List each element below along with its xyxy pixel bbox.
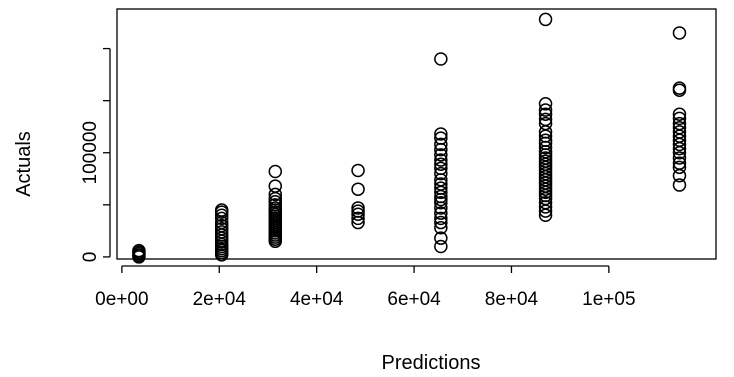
data-point <box>434 181 448 195</box>
data-point <box>434 161 448 176</box>
data-points <box>132 12 687 264</box>
y-tick-label: 100000 <box>80 121 101 184</box>
data-point <box>672 111 687 126</box>
data-point <box>214 211 229 226</box>
plot-area-box <box>116 8 717 260</box>
data-point <box>434 215 448 230</box>
data-point <box>351 211 365 226</box>
data-point <box>434 127 448 141</box>
x-tick-label: 2e+04 <box>193 289 247 310</box>
data-point <box>434 192 448 207</box>
data-point <box>538 116 553 131</box>
data-point <box>672 116 687 131</box>
data-point <box>434 153 448 167</box>
data-point <box>132 243 146 258</box>
x-tick-label: 0e+00 <box>95 289 148 310</box>
data-point <box>214 218 229 233</box>
data-point <box>672 125 687 139</box>
data-point <box>538 133 553 147</box>
data-point <box>434 177 448 191</box>
data-point <box>351 207 365 221</box>
data-point <box>672 107 687 121</box>
data-point <box>434 137 448 152</box>
y-tick-label: 0 <box>80 252 101 263</box>
data-point <box>268 179 283 193</box>
data-point <box>672 121 687 135</box>
data-point <box>672 151 687 165</box>
data-point <box>434 131 448 145</box>
data-point <box>538 151 553 165</box>
data-point <box>268 201 283 215</box>
data-point <box>538 112 553 127</box>
data-point <box>434 196 448 210</box>
data-point <box>434 206 448 220</box>
data-point <box>434 211 448 226</box>
data-point <box>672 160 687 175</box>
data-point <box>434 157 448 171</box>
x-tick-label: 1e+05 <box>582 289 635 310</box>
data-point <box>214 203 229 217</box>
y-axis-title: Actuals <box>13 131 35 197</box>
data-point <box>672 156 687 170</box>
data-point <box>538 154 553 168</box>
data-point <box>214 208 229 222</box>
data-point <box>672 81 687 95</box>
data-point <box>434 231 448 245</box>
data-point <box>538 97 553 111</box>
x-tick-label: 8e+04 <box>485 289 539 310</box>
data-point <box>434 221 448 235</box>
data-point <box>434 148 448 162</box>
data-point <box>538 107 553 121</box>
y-axis: 0 100000 <box>80 47 111 263</box>
data-point <box>538 196 553 210</box>
data-point <box>351 204 365 218</box>
data-point <box>538 12 553 27</box>
data-point <box>214 225 229 239</box>
data-point <box>268 198 283 212</box>
data-point <box>268 164 283 179</box>
data-point <box>672 26 687 40</box>
data-point <box>538 103 553 117</box>
data-point <box>214 222 229 236</box>
x-axis-title: Predictions <box>382 352 481 374</box>
data-point <box>434 166 448 181</box>
x-axis: 0e+00 2e+04 4e+04 6e+04 8e+04 1e+05 <box>95 265 636 310</box>
data-point <box>434 239 448 254</box>
data-point <box>434 52 448 66</box>
data-point <box>351 182 365 196</box>
data-point <box>672 178 687 192</box>
data-point <box>268 194 283 209</box>
data-point <box>351 163 365 178</box>
data-point <box>351 201 365 215</box>
x-tick-label: 6e+04 <box>387 289 441 310</box>
x-tick-label: 4e+04 <box>290 289 344 310</box>
data-point <box>268 187 283 202</box>
